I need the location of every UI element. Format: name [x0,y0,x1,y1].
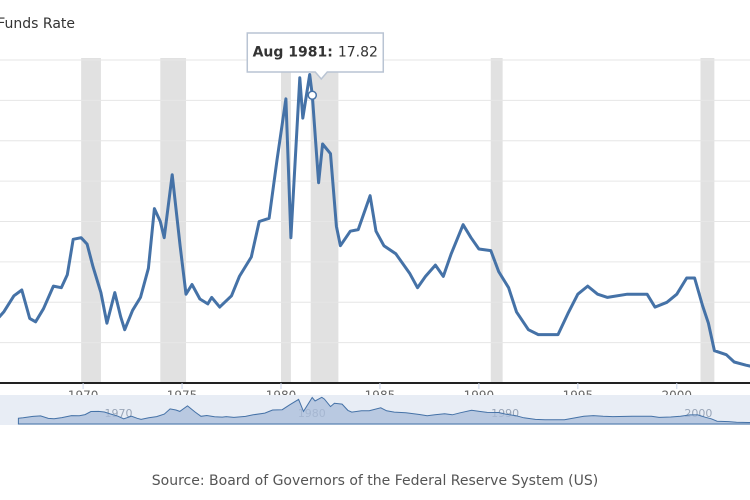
navigator: 1970198019902000 [17,396,750,425]
tooltip: Aug 1981: 17.82 [246,32,385,100]
data-line [0,73,750,368]
recession-band [490,58,503,383]
chart-title: Effective Federal Funds Rate [0,16,75,32]
hover-marker [307,90,318,100]
source-note: Source: Board of Governors of the Federa… [152,473,598,489]
recession-band [310,58,339,383]
recession-band [160,58,187,383]
tooltip-box [246,32,385,81]
tooltip-value: 17.82 [338,45,378,61]
recession-band [281,58,291,383]
recession-band [81,58,101,383]
navigator-area [17,396,750,425]
plot [0,73,750,368]
tooltip-date: Aug 1981: [253,45,333,61]
tooltip-text: Aug 1981: 17.82 [253,45,378,61]
